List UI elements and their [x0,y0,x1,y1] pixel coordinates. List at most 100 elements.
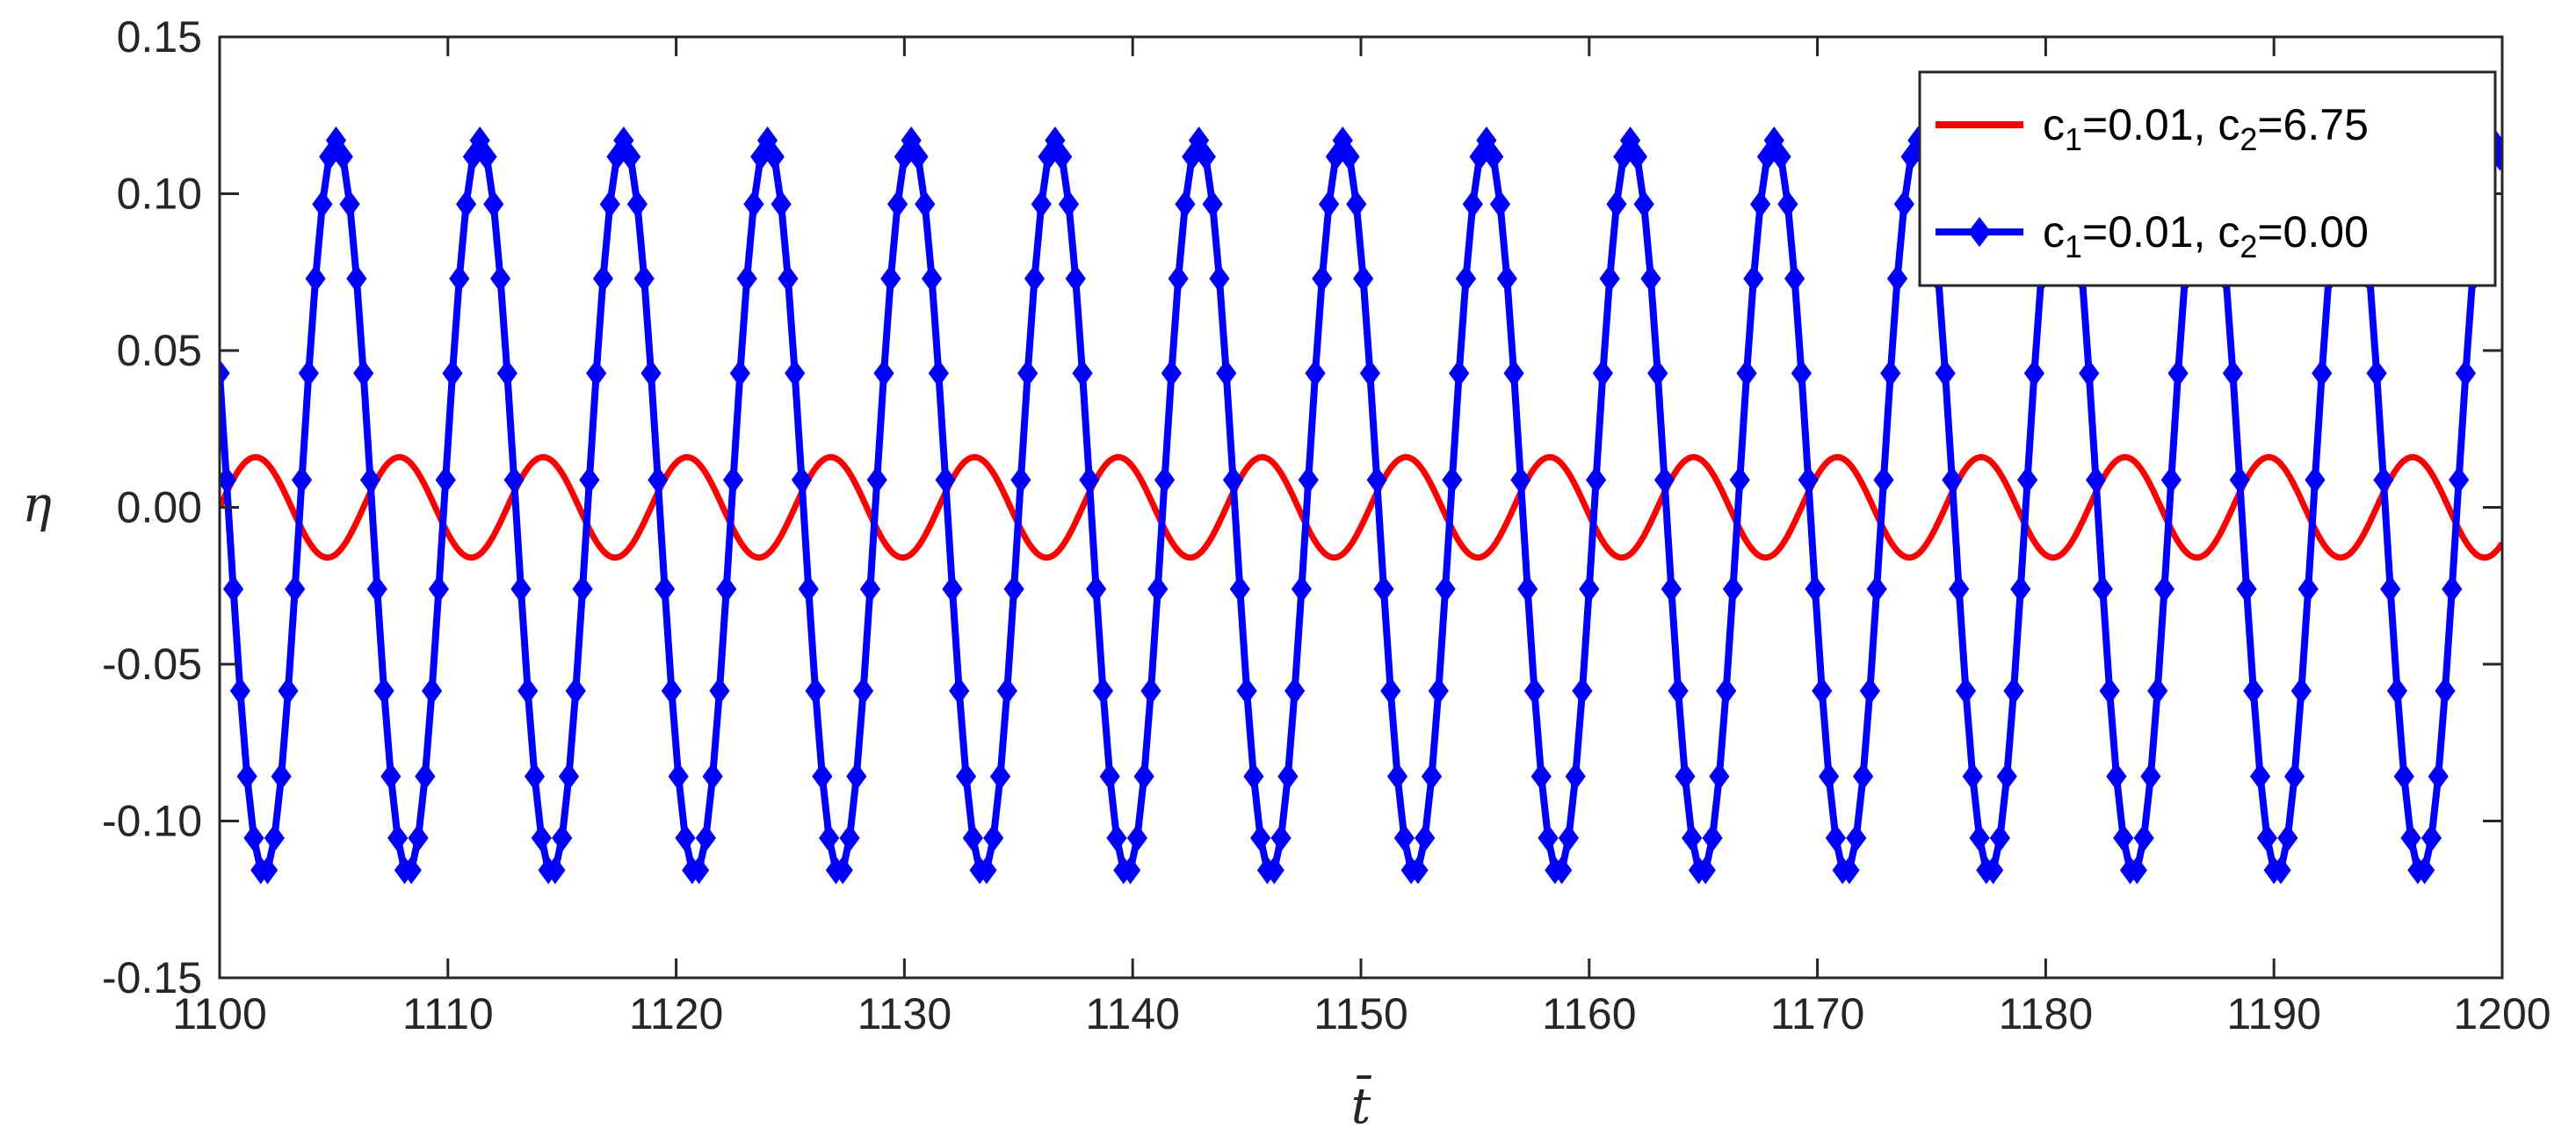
diamond-marker [1777,190,1798,219]
diamond-marker [880,264,901,293]
diamond-marker [1523,676,1545,705]
diamond-marker [503,466,525,495]
diamond-marker [942,575,963,604]
diamond-marker [1415,823,1436,852]
diamond-marker [832,856,853,885]
diamond-marker [353,359,374,387]
diamond-marker [1716,676,1737,705]
diamond-marker [1099,762,1120,791]
diamond-marker [1530,762,1552,791]
diamond-marker [1517,575,1538,604]
diamond-marker [1805,575,1826,604]
diamond-marker [908,142,929,171]
diamond-marker [1592,359,1614,387]
x-tick-label: 1110 [402,989,494,1038]
diamond-marker [935,466,956,495]
diamond-marker [2270,856,2291,885]
diamond-marker [2133,823,2154,852]
diamond-marker [243,823,264,852]
diamond-marker [771,190,792,219]
diamond-marker [1572,676,1593,705]
x-tick-label: 1160 [1542,989,1637,1038]
diamond-marker [955,762,977,791]
diamond-marker [1983,856,2004,885]
diamond-marker [2297,575,2319,604]
diamond-marker [2435,676,2456,705]
diamond-marker [442,359,463,387]
diamond-marker [729,359,750,387]
diamond-marker [2449,466,2470,495]
diamond-marker [1024,264,1046,293]
diamond-marker [1052,142,1073,171]
diamond-marker [2106,762,2127,791]
diamond-marker [1709,762,1730,791]
diamond-marker [1969,823,1990,852]
diamond-marker [928,359,949,387]
diamond-marker [1092,676,1114,705]
diamond-marker [1852,762,1874,791]
diamond-marker [1558,823,1580,852]
diamond-marker [2140,762,2161,791]
diamond-marker [1359,359,1381,387]
diamond-marker [1640,264,1661,293]
diamond-marker [1270,823,1292,852]
diamond-marker [2366,359,2387,387]
diamond-marker [558,762,580,791]
diamond-marker [1682,823,1703,852]
diamond-marker [1503,359,1524,387]
diamond-marker [1106,823,1127,852]
diamond-marker [1750,190,1771,219]
diamond-marker [2016,466,2038,495]
diamond-marker [1216,359,1237,387]
diamond-marker [1893,190,1914,219]
diamond-marker [763,142,785,171]
diamond-marker [408,823,429,852]
diamond-marker [510,575,532,604]
diamond-marker [2373,466,2394,495]
diamond-marker [1702,823,1723,852]
diamond-marker [846,762,867,791]
diamond-marker [278,676,299,705]
diamond-marker [2229,466,2250,495]
diamond-marker [2222,359,2244,387]
diamond-marker [264,823,285,852]
diamond-marker [435,466,456,495]
diamond-marker [626,190,648,219]
diamond-marker [1229,575,1250,604]
diamond-marker [1722,575,1744,604]
diamond-marker [1770,142,1791,171]
diamond-marker [2386,676,2408,705]
diamond-marker [339,190,360,219]
diamond-marker [483,190,504,219]
diamond-marker [722,466,744,495]
diamond-marker [1579,575,1600,604]
x-tick-label: 1170 [1770,989,1865,1038]
x-tick-label: 1140 [1085,989,1180,1038]
diamond-marker [1886,264,1908,293]
diamond-marker [1489,190,1511,219]
diamond-marker [1935,359,1956,387]
diamond-marker [620,142,641,171]
diamond-marker [654,575,676,604]
diamond-marker [1236,676,1257,705]
diamond-marker [798,575,819,604]
diamond-marker [1003,575,1024,604]
diamond-marker [2160,466,2182,495]
legend-entry: c1=0.01, c2=6.75 [2043,100,2369,157]
diamond-marker [236,762,257,791]
diamond-marker [1510,466,1531,495]
y-tick-label: 0.10 [117,170,202,219]
diamond-marker [1455,264,1477,293]
diamond-marker [496,359,517,387]
diamond-marker [1263,856,1284,885]
diamond-marker [552,823,573,852]
series-line-red [220,453,2502,561]
diamond-marker [1606,190,1627,219]
diamond-marker [1812,676,1833,705]
diamond-marker [1743,264,1764,293]
diamond-marker [1552,856,1573,885]
diamond-marker [1168,264,1189,293]
diamond-marker [2085,466,2107,495]
diamond-marker [1962,762,1983,791]
